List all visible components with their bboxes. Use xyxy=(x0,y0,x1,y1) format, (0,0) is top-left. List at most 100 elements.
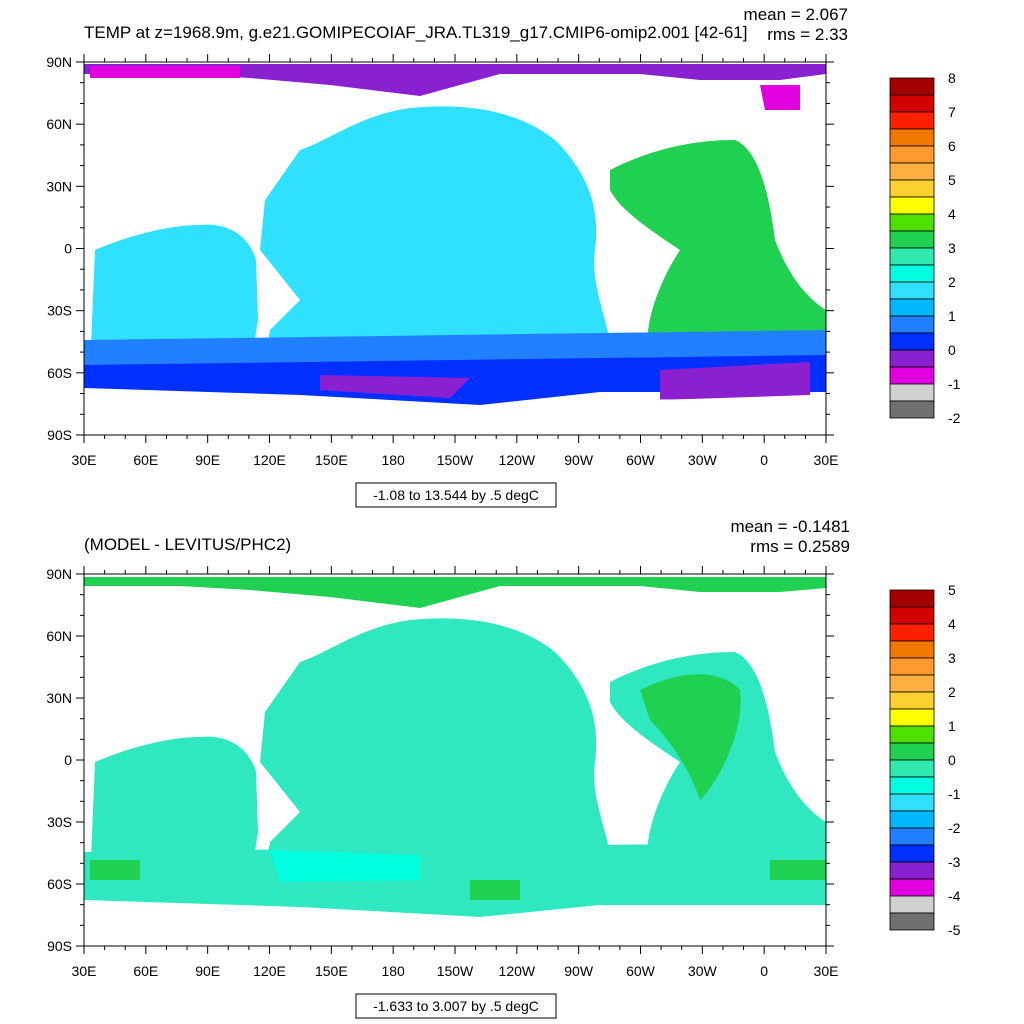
antarctic-land xyxy=(84,907,826,946)
colorbar-label: 1 xyxy=(948,718,956,734)
colorbar-label: -2 xyxy=(948,820,961,836)
colorbar-label: -1 xyxy=(948,786,961,802)
lon-tick-label: 180 xyxy=(381,452,405,468)
map-field xyxy=(84,62,826,435)
colorbar: 5 4 3 2 1 0 -1 -2 -3 -4 -5 xyxy=(889,582,961,938)
lon-tick-label: 90W xyxy=(564,452,594,468)
lat-tick-label: 30S xyxy=(47,303,72,319)
lon-tick-label: 150W xyxy=(437,452,474,468)
southern-band xyxy=(84,842,826,917)
colorbar-swatch xyxy=(889,349,935,368)
lat-tick-label: 30S xyxy=(47,814,72,830)
lat-tick-label: 90N xyxy=(46,566,72,582)
lon-tick-label: 150W xyxy=(437,963,474,979)
colorbar-swatch xyxy=(889,281,935,300)
colorbar-label: -1 xyxy=(948,376,961,392)
colorbar-swatch xyxy=(889,827,935,846)
colorbar-swatch xyxy=(889,94,935,113)
colorbar-label: 2 xyxy=(948,274,956,290)
antarctic-cold xyxy=(320,362,810,400)
colorbar-swatch xyxy=(889,213,935,232)
panel-title: (MODEL - LEVITUS/PHC2) xyxy=(84,535,291,554)
colorbar-swatch xyxy=(889,657,935,676)
lon-tick-label: 120E xyxy=(253,963,286,979)
panel-title: TEMP at z=1968.9m, g.e21.GOMIPECOIAF_JRA… xyxy=(84,23,747,42)
arctic-ocean xyxy=(84,577,826,608)
colorbar-swatch xyxy=(889,759,935,778)
colorbar-label: 2 xyxy=(948,684,956,700)
colorbar-swatch xyxy=(889,128,935,147)
lon-tick-label: 30E xyxy=(72,452,97,468)
colorbar-swatch xyxy=(889,895,935,914)
colorbar-swatch xyxy=(889,383,935,402)
colorbar-label: 1 xyxy=(948,308,956,324)
lat-tick-label: 90N xyxy=(46,54,72,70)
atlantic-ocean xyxy=(610,140,826,360)
lon-tick-label: 180 xyxy=(381,963,405,979)
lon-tick-label: 30W xyxy=(688,963,718,979)
colorbar-swatch xyxy=(889,230,935,249)
lon-tick-label: 30E xyxy=(814,452,839,468)
map-field xyxy=(84,574,826,946)
lon-tick-label: 90E xyxy=(195,963,220,979)
colorbar-swatch xyxy=(889,878,935,897)
colorbar-label: 7 xyxy=(948,104,956,120)
lat-tick-label: 90S xyxy=(47,938,72,954)
mean-stat: mean = 2.067 xyxy=(744,5,848,24)
mean-stat: mean = -0.1481 xyxy=(730,517,850,536)
southern-cool xyxy=(270,850,420,882)
colorbar-swatch xyxy=(889,776,935,795)
colorbar-swatch xyxy=(889,145,935,164)
arctic-ocean xyxy=(84,64,826,96)
pacific-ocean xyxy=(260,106,612,396)
rms-stat: rms = 2.33 xyxy=(767,25,848,44)
lon-tick-label: 30E xyxy=(72,963,97,979)
lon-tick-label: 120W xyxy=(499,963,536,979)
colorbar-swatch xyxy=(889,810,935,829)
colorbar-label: 6 xyxy=(948,138,956,154)
atlantic-warm xyxy=(640,674,741,800)
colorbar: 8 7 6 5 4 3 2 1 0 -1 -2 xyxy=(889,70,961,426)
rms-stat: rms = 0.2589 xyxy=(750,537,850,556)
lon-tick-label: 60W xyxy=(626,963,656,979)
lon-tick-label: 120W xyxy=(499,452,536,468)
colorbar-swatch xyxy=(889,315,935,334)
lat-tick-label: 30N xyxy=(46,690,72,706)
lon-tick-label: 90E xyxy=(195,452,220,468)
colorbar-swatch xyxy=(889,606,935,625)
colorbar-swatch xyxy=(889,196,935,215)
lat-tick-label: 60N xyxy=(46,628,72,644)
lon-tick-label: 60W xyxy=(626,452,656,468)
colorbar-label: 5 xyxy=(948,582,956,598)
lat-tick-label: 60N xyxy=(46,116,72,132)
lat-tick-label: 90S xyxy=(47,427,72,443)
range-box xyxy=(355,482,557,508)
lon-tick-label: 30E xyxy=(814,963,839,979)
colorbar-swatch xyxy=(889,264,935,283)
range-box xyxy=(355,993,557,1019)
lat-tick-label: 0 xyxy=(64,752,72,768)
lon-tick-label: 0 xyxy=(760,452,768,468)
colorbar-swatch xyxy=(889,247,935,266)
colorbar-swatch xyxy=(889,912,935,931)
lon-tick-label: 0 xyxy=(760,963,768,979)
colorbar-swatch xyxy=(889,179,935,198)
lon-tick-label: 30W xyxy=(688,452,718,468)
arctic-magenta xyxy=(90,66,800,110)
colorbar-swatch xyxy=(889,298,935,317)
range-label: -1.08 to 13.544 by .5 degC xyxy=(373,487,539,503)
lon-tick-label: 60E xyxy=(133,452,158,468)
colorbar-swatch xyxy=(889,861,935,880)
panel-temperature: TEMP at z=1968.9m, g.e21.GOMIPECOIAF_JRA… xyxy=(46,5,961,508)
colorbar-swatch xyxy=(889,589,935,608)
indian-ocean xyxy=(90,736,258,882)
colorbar-label: 8 xyxy=(948,70,956,86)
lat-tick-label: 0 xyxy=(64,241,72,257)
range-label: -1.633 to 3.007 by .5 degC xyxy=(373,998,539,1014)
colorbar-label: 3 xyxy=(948,240,956,256)
colorbar-label: 0 xyxy=(948,752,956,768)
colorbar-label: -5 xyxy=(948,922,961,938)
colorbar-swatch xyxy=(889,332,935,351)
